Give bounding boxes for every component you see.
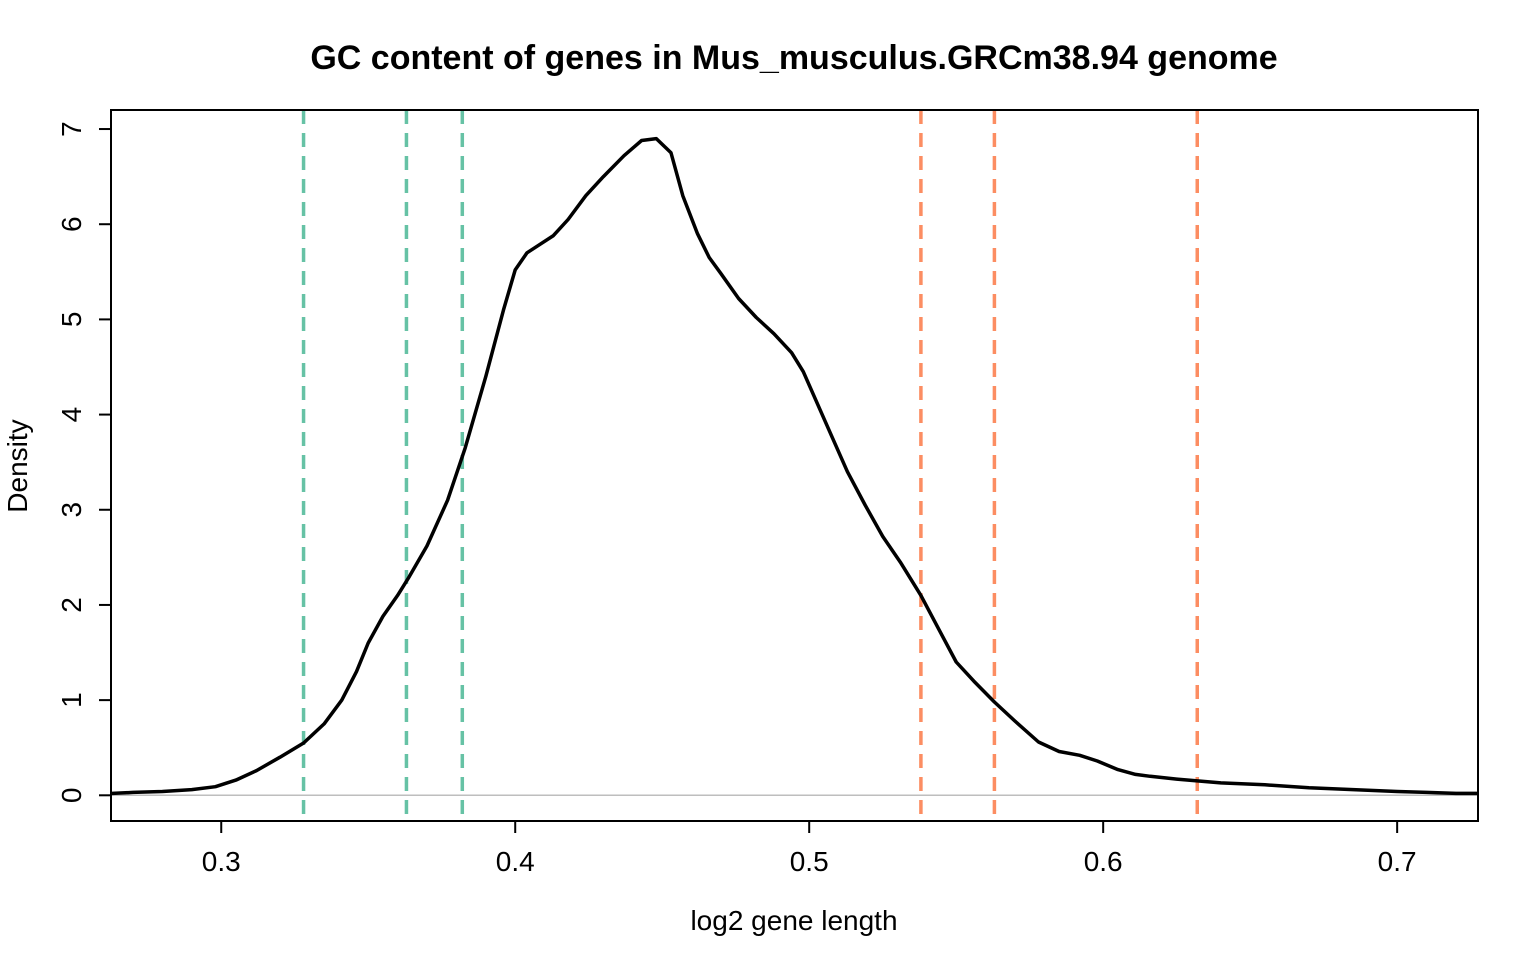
y-tick-label: 4 xyxy=(56,407,87,423)
y-tick-label: 2 xyxy=(56,597,87,613)
x-tick-label: 0.4 xyxy=(496,846,535,877)
x-tick-label: 0.5 xyxy=(790,846,829,877)
y-axis-label: Density xyxy=(2,419,33,512)
axes: 0.3 0.4 0.5 0.6 0.7 0 1 2 3 4 5 6 7 xyxy=(56,109,1479,877)
x-tick-label: 0.3 xyxy=(202,846,241,877)
x-axis-label: log2 gene length xyxy=(690,905,897,936)
y-tick-label: 3 xyxy=(56,502,87,518)
y-tick-label: 6 xyxy=(56,216,87,232)
y-tick-label: 7 xyxy=(56,121,87,137)
y-tick-label: 5 xyxy=(56,312,87,328)
plot-frame xyxy=(110,109,1479,822)
chart-title: GC content of genes in Mus_musculus.GRCm… xyxy=(310,39,1277,77)
y-tick-label: 0 xyxy=(56,788,87,804)
x-tick-label: 0.7 xyxy=(1378,846,1417,877)
plot-area xyxy=(110,110,1479,821)
density-line-1 xyxy=(110,136,1479,796)
y-tick-label: 1 xyxy=(56,692,87,708)
x-tick-label: 0.6 xyxy=(1084,846,1123,877)
